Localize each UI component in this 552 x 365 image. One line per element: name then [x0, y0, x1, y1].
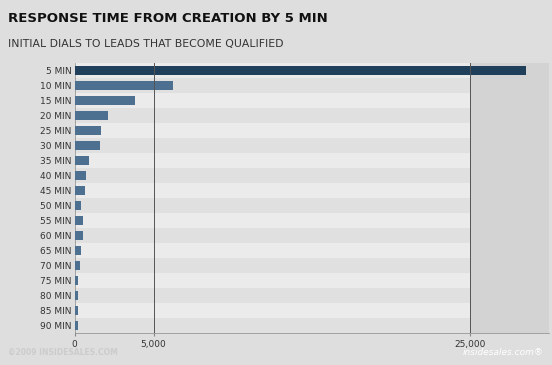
Bar: [75, 96, 135, 105]
Bar: [75, 138, 549, 153]
Bar: [75, 321, 78, 330]
Bar: [75, 303, 549, 318]
Bar: [75, 198, 549, 213]
Bar: [75, 288, 549, 303]
Bar: [75, 78, 549, 93]
Text: ©2009 INSIDESALES.COM: ©2009 INSIDESALES.COM: [8, 348, 118, 357]
Text: insidesales.com®: insidesales.com®: [463, 348, 544, 357]
Bar: [75, 182, 549, 198]
Bar: [75, 306, 78, 315]
Bar: [75, 186, 85, 195]
Bar: [75, 201, 81, 210]
Bar: [75, 291, 78, 300]
Bar: [75, 171, 86, 180]
Bar: [75, 81, 173, 90]
Bar: [75, 153, 549, 168]
Bar: [75, 108, 549, 123]
Bar: [75, 63, 549, 78]
Bar: [75, 243, 549, 258]
Bar: [75, 111, 108, 120]
Bar: [75, 231, 83, 240]
Bar: [75, 228, 549, 243]
Bar: [75, 273, 549, 288]
Bar: [75, 155, 89, 165]
Bar: [75, 246, 81, 255]
Bar: [75, 213, 549, 228]
Bar: [75, 276, 78, 285]
Bar: [75, 261, 79, 270]
Bar: [470, 63, 549, 333]
Bar: [75, 318, 549, 333]
Bar: [75, 258, 549, 273]
Bar: [75, 66, 526, 75]
Bar: [75, 168, 549, 182]
Text: INITIAL DIALS TO LEADS THAT BECOME QUALIFIED: INITIAL DIALS TO LEADS THAT BECOME QUALI…: [8, 38, 284, 49]
Bar: [75, 216, 83, 225]
Bar: [75, 141, 100, 150]
Text: RESPONSE TIME FROM CREATION BY 5 MIN: RESPONSE TIME FROM CREATION BY 5 MIN: [8, 12, 328, 25]
Bar: [75, 123, 549, 138]
Bar: [75, 126, 102, 135]
Bar: [75, 93, 549, 108]
